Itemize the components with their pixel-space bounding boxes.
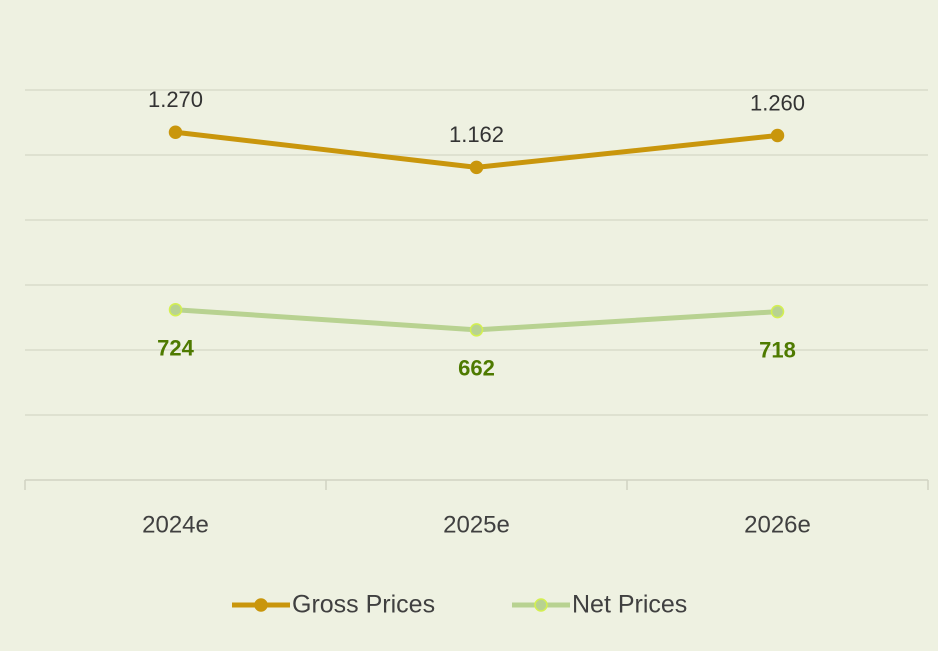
x-tick-label: 2025e xyxy=(443,511,510,538)
data-label: 724 xyxy=(157,336,194,361)
legend-label: Net Prices xyxy=(572,591,687,619)
series-marker xyxy=(168,302,183,317)
x-tick-label: 2026e xyxy=(744,511,811,538)
data-label: 662 xyxy=(458,356,495,381)
data-label: 718 xyxy=(759,337,796,362)
series-marker xyxy=(770,128,785,143)
series-marker xyxy=(469,323,484,337)
legend-marker xyxy=(534,598,548,612)
x-tick-label: 2024e xyxy=(142,511,209,538)
series-marker xyxy=(770,304,785,319)
data-label: 1.260 xyxy=(750,90,805,115)
series-marker xyxy=(168,125,183,139)
data-label: 1.162 xyxy=(449,122,504,147)
data-label: 1.270 xyxy=(148,87,203,112)
legend-label: Gross Prices xyxy=(292,591,435,619)
series-marker xyxy=(469,160,484,175)
legend-marker xyxy=(254,598,268,612)
